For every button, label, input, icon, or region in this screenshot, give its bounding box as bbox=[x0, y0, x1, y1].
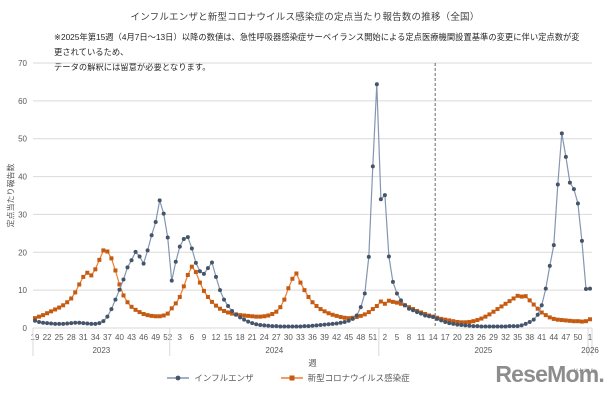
svg-text:23: 23 bbox=[465, 333, 474, 342]
svg-text:22: 22 bbox=[43, 333, 52, 342]
chart-legend: インフルエンザ 新型コロナウイルス感染症 bbox=[33, 372, 543, 384]
svg-text:43: 43 bbox=[127, 333, 136, 342]
svg-text:38: 38 bbox=[525, 333, 534, 342]
svg-text:40: 40 bbox=[18, 173, 27, 182]
svg-text:33: 33 bbox=[296, 333, 305, 342]
svg-text:44: 44 bbox=[549, 333, 558, 342]
svg-text:60: 60 bbox=[18, 97, 27, 106]
resemom-logo-period: . bbox=[598, 361, 604, 387]
svg-text:2: 2 bbox=[383, 333, 388, 342]
svg-text:2025: 2025 bbox=[475, 346, 493, 355]
svg-text:41: 41 bbox=[537, 333, 546, 342]
svg-text:2026: 2026 bbox=[581, 346, 599, 355]
svg-text:24: 24 bbox=[260, 333, 269, 342]
svg-text:34: 34 bbox=[91, 333, 100, 342]
svg-text:35: 35 bbox=[513, 333, 522, 342]
svg-text:14: 14 bbox=[429, 333, 438, 342]
svg-text:15: 15 bbox=[224, 333, 233, 342]
svg-text:46: 46 bbox=[139, 333, 148, 342]
svg-text:31: 31 bbox=[79, 333, 88, 342]
chart-note: ※2025年第15週（4月7日～13日）以降の数値は、急性呼吸器感染症サーベイラ… bbox=[54, 30, 584, 75]
svg-text:1: 1 bbox=[588, 333, 593, 342]
svg-text:11: 11 bbox=[417, 333, 426, 342]
svg-text:70: 70 bbox=[18, 59, 27, 68]
svg-text:19: 19 bbox=[31, 333, 40, 342]
svg-text:37: 37 bbox=[103, 333, 112, 342]
svg-text:50: 50 bbox=[18, 135, 27, 144]
svg-text:36: 36 bbox=[308, 333, 317, 342]
svg-text:26: 26 bbox=[477, 333, 486, 342]
svg-text:20: 20 bbox=[453, 333, 462, 342]
circle-marker-icon bbox=[167, 375, 190, 381]
svg-text:51: 51 bbox=[368, 333, 377, 342]
svg-text:47: 47 bbox=[561, 333, 570, 342]
resemom-logo-ruby: リセマム bbox=[572, 369, 595, 375]
chart-note-line1: ※2025年第15週（4月7日～13日）以降の数値は、急性呼吸器感染症サーベイラ… bbox=[54, 32, 580, 57]
svg-text:6: 6 bbox=[190, 333, 195, 342]
svg-text:10: 10 bbox=[18, 286, 27, 295]
svg-text:52: 52 bbox=[163, 333, 172, 342]
chart-title: インフルエンザと新型コロナウイルス感染症の定点当たり報告数の推移（全国） bbox=[130, 12, 480, 23]
svg-text:40: 40 bbox=[115, 333, 124, 342]
legend-item-influenza: インフルエンザ bbox=[166, 372, 254, 384]
svg-text:48: 48 bbox=[356, 333, 365, 342]
legend-label: インフルエンザ bbox=[194, 373, 254, 383]
svg-text:9: 9 bbox=[202, 333, 207, 342]
svg-text:8: 8 bbox=[407, 333, 412, 342]
x-axis-title: 週 bbox=[308, 358, 317, 368]
svg-text:29: 29 bbox=[489, 333, 498, 342]
svg-text:45: 45 bbox=[344, 333, 353, 342]
svg-text:3: 3 bbox=[178, 333, 183, 342]
svg-text:2024: 2024 bbox=[265, 346, 283, 355]
svg-text:27: 27 bbox=[272, 333, 281, 342]
resemom-logo: リセマム ReseMom. bbox=[495, 361, 604, 387]
svg-text:39: 39 bbox=[320, 333, 329, 342]
svg-text:20: 20 bbox=[18, 248, 27, 257]
svg-text:32: 32 bbox=[501, 333, 510, 342]
svg-text:18: 18 bbox=[236, 333, 245, 342]
svg-text:5: 5 bbox=[395, 333, 400, 342]
svg-text:12: 12 bbox=[212, 333, 221, 342]
svg-text:21: 21 bbox=[248, 333, 257, 342]
svg-text:49: 49 bbox=[151, 333, 160, 342]
svg-text:30: 30 bbox=[18, 210, 27, 219]
svg-text:30: 30 bbox=[284, 333, 293, 342]
svg-text:0: 0 bbox=[23, 324, 28, 333]
svg-text:25: 25 bbox=[55, 333, 64, 342]
resemom-logo-text: ReseMom bbox=[495, 361, 599, 387]
chart-note-line2: データの解釈には留意が必要となります。 bbox=[54, 62, 211, 72]
svg-text:28: 28 bbox=[67, 333, 76, 342]
svg-text:17: 17 bbox=[441, 333, 450, 342]
legend-label: 新型コロナウイルス感染症 bbox=[307, 373, 410, 383]
svg-text:42: 42 bbox=[332, 333, 341, 342]
legend-item-covid: 新型コロナウイルス感染症 bbox=[280, 372, 410, 384]
svg-text:2023: 2023 bbox=[92, 346, 110, 355]
square-marker-icon bbox=[280, 375, 303, 381]
svg-text:50: 50 bbox=[573, 333, 582, 342]
